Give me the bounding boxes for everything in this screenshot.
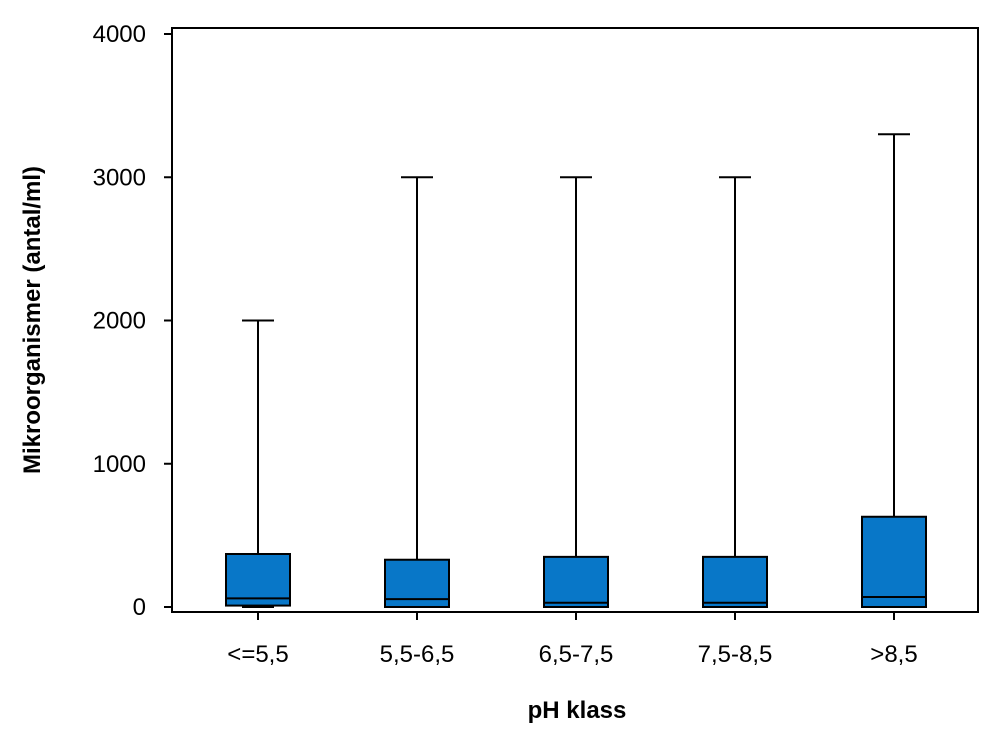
y-tick-label: 3000 [93, 164, 146, 191]
box-group [702, 176, 768, 608]
x-tick-label: 7,5-8,5 [698, 641, 773, 668]
y-axis-title: Mikroorganismer (antal/ml) [19, 166, 46, 474]
iqr-box [225, 552, 291, 607]
iqr-box [861, 515, 927, 608]
iqr-box [702, 555, 768, 608]
boxes-layer [225, 133, 927, 608]
box-group [384, 176, 450, 608]
x-tick-label: >8,5 [870, 641, 917, 668]
x-tick-label: <=5,5 [227, 641, 288, 668]
iqr-box [543, 555, 609, 608]
y-tick-label: 1000 [93, 451, 146, 478]
x-axis: <=5,5 5,5-6,5 6,5-7,5 7,5-8,5 >8,5 [227, 612, 918, 668]
x-axis-title: pH klass [528, 697, 627, 724]
y-tick-label: 0 [133, 594, 146, 621]
box-group [543, 176, 609, 608]
x-tick-label: 6,5-7,5 [539, 641, 614, 668]
x-tick-label: 5,5-6,5 [380, 641, 455, 668]
box-group [225, 319, 291, 608]
y-axis: 0 1000 2000 3000 4000 [93, 21, 172, 621]
y-tick-label: 2000 [93, 308, 146, 335]
y-tick-label: 4000 [93, 21, 146, 48]
box-group [861, 133, 927, 608]
